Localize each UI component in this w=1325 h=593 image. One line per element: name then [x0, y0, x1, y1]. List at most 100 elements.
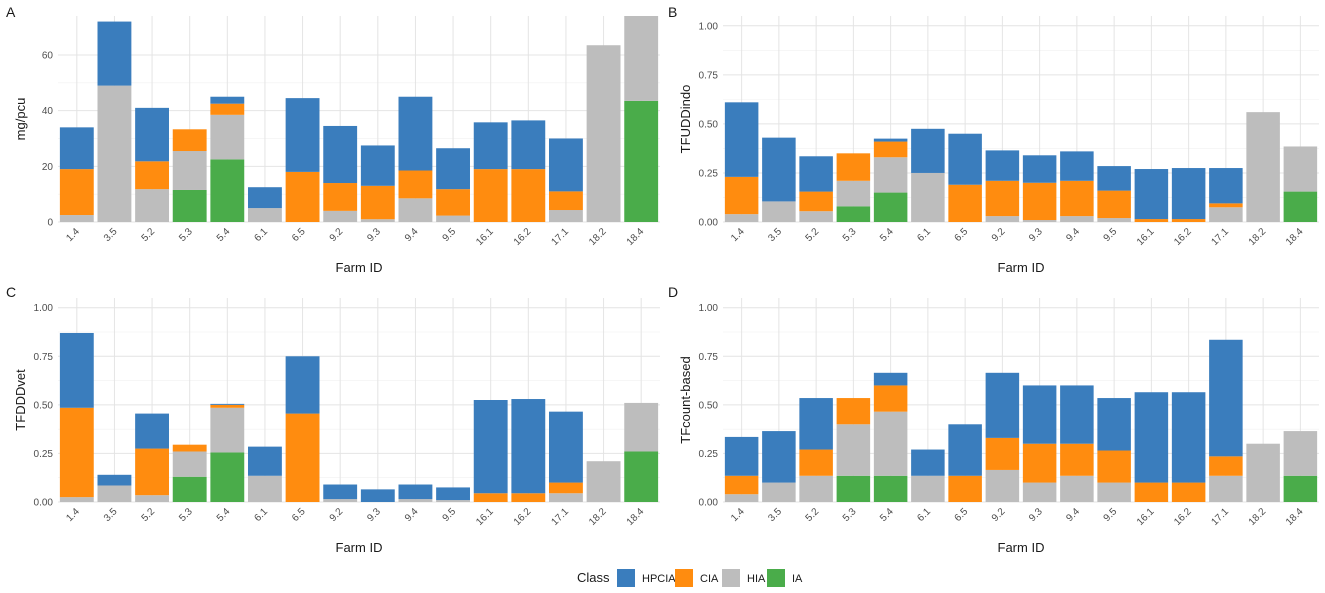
panel-d-bar-cia: [1209, 456, 1243, 476]
panel-d-bar-cia: [948, 475, 982, 502]
panel-b-xtick-label: 5.3: [841, 226, 859, 244]
panel-c-bar-hia: [248, 475, 282, 502]
panel-d-xtick-label: 1.4: [729, 506, 747, 524]
panel-d-bar-cia: [836, 398, 871, 425]
panel-b-bar-hia: [836, 180, 871, 207]
panel-a-xtick-label: 3.5: [102, 226, 120, 244]
panel-a-xtick-label: 5.4: [215, 226, 233, 244]
panel-a-xtick-label: 16.1: [474, 226, 496, 248]
panel-d-bar-hia: [1097, 482, 1131, 502]
panel-a-xtick-label: 18.4: [625, 226, 647, 248]
panel-c-bar-hia: [624, 402, 659, 452]
panel-d-bar-hpcia: [1097, 398, 1131, 451]
panel-d-xtick-label: 9.4: [1064, 506, 1082, 524]
panel-b-bar-hia: [873, 157, 908, 193]
panel-c-bar-hpcia: [210, 403, 245, 405]
panel-b-tag: B: [668, 4, 677, 20]
panel-d: 0.00 0.25 0.50 0.75 1.00 1.4 3.5 5.2 5.3 5.4 6.1 6.…: [668, 284, 1319, 555]
panel-a-bar-hia: [97, 85, 132, 222]
panel-b-bar-hia: [1097, 218, 1131, 222]
panel-b-bar-hpcia: [762, 137, 796, 202]
legend-label-ia: IA: [792, 573, 803, 585]
panel-a-bar-hia: [135, 189, 169, 222]
panel-c-xtick-label: 9.5: [441, 506, 459, 524]
panel-a-bar-cia: [210, 103, 245, 115]
panel-c-bar-hia: [436, 500, 470, 502]
panel-d-bar-hpcia: [911, 449, 945, 476]
panel-d-bar-cia: [873, 385, 908, 412]
legend-label-cia: CIA: [700, 573, 719, 585]
panel-c-bar-hpcia: [323, 484, 358, 500]
panel-b-bar-hia: [1209, 207, 1243, 222]
panel-b-bar-hpcia: [911, 128, 945, 173]
panel-a-xtick-label: 1.4: [64, 226, 82, 244]
panel-a-bar-ia: [624, 100, 659, 222]
panel-c-tag: C: [6, 284, 16, 300]
panel-b-bar-hpcia: [948, 133, 982, 185]
panel-a-bar-hia: [624, 16, 659, 101]
legend-swatch-cia: [675, 569, 693, 587]
panel-d-xtick-label: 6.5: [953, 506, 971, 524]
panel-c-bar-hpcia: [248, 446, 282, 476]
panel-c-bar-hia: [135, 495, 169, 502]
panel-b-bar-hia: [911, 172, 945, 222]
panel-b-xtick-label: 6.1: [915, 226, 933, 244]
panel-c-bar-cia: [285, 413, 320, 502]
panel-d-bar-hia: [1246, 443, 1280, 502]
panel-a-tag: A: [6, 4, 16, 20]
panel-d-bar-hpcia: [762, 431, 796, 483]
panel-c-bar-hpcia: [97, 474, 132, 486]
panel-a-bar-hpcia: [135, 107, 169, 162]
panel-c-bar-hia: [210, 407, 245, 453]
panel-d-xlabel: Farm ID: [998, 540, 1045, 555]
panel-d-ytick-label: 0.75: [699, 352, 719, 363]
panel-d-xtick-label: 16.1: [1135, 506, 1157, 528]
panel-c-xtick-label: 16.1: [474, 506, 496, 528]
panel-b-bar-cia: [948, 184, 982, 222]
panel-b-xtick-label: 18.2: [1247, 226, 1269, 248]
panel-b-xtick-label: 9.5: [1102, 226, 1120, 244]
panel-b-xtick-label: 9.4: [1064, 226, 1082, 244]
legend-swatch-ia: [767, 569, 785, 587]
panel-d-bar-cia: [1171, 482, 1206, 502]
panel-a-bar-hpcia: [473, 122, 508, 170]
panel-c: 0.00 0.25 0.50 0.75 1.00 1.4 3.5 5.2 5.3 5.4 6.1 6.…: [6, 284, 660, 555]
panel-b-bar-cia: [1134, 219, 1169, 222]
panel-c-bar-cia: [549, 482, 583, 494]
panel-a-bar-cia: [436, 189, 470, 216]
panel-c-bar-cia: [473, 493, 508, 502]
panel-b-bar-hia: [1060, 216, 1094, 222]
panel-d-ytick-label: 0.00: [699, 498, 719, 509]
panel-d-bar-ia: [1283, 475, 1318, 502]
panel-a-xtick-label: 5.2: [140, 226, 158, 244]
panel-a-bar-cia: [172, 129, 207, 152]
panel-b-bar-hpcia: [1209, 168, 1243, 204]
panel-d-ylabel: TFcount-based: [678, 356, 693, 443]
panel-d-bar-cia: [1134, 482, 1169, 502]
panel-d-xtick-label: 9.5: [1102, 506, 1120, 524]
panel-b-bar-hpcia: [1097, 166, 1131, 191]
panel-d-xtick-label: 5.4: [878, 506, 896, 524]
panel-a-xtick-label: 5.3: [177, 226, 195, 244]
panel-a-bar-hpcia: [436, 148, 470, 190]
panel-d-bar-cia: [1060, 443, 1094, 476]
panel-c-xtick-label: 5.2: [140, 506, 158, 524]
panel-c-ytick-label: 0.75: [34, 352, 54, 363]
panel-c-bar-hpcia: [360, 489, 395, 502]
panel-d-bar-hia: [911, 475, 945, 502]
panel-b-xtick-label: 16.2: [1172, 226, 1194, 248]
panel-a-bar-hpcia: [97, 21, 132, 86]
panel-c-ytick-label: 0.25: [34, 449, 54, 460]
panel-b-ytick-label: 1.00: [699, 21, 719, 32]
panel-a-xtick-label: 18.2: [587, 226, 609, 248]
panel-b-ylabel: TFUDDindo: [678, 85, 693, 154]
panel-d-bar-hpcia: [873, 372, 908, 386]
panel-a-bar-cia: [511, 169, 546, 222]
panel-c-xtick-label: 1.4: [64, 506, 82, 524]
panel-d-bar-hpcia: [985, 372, 1020, 438]
panel-a-bar-hia: [360, 219, 395, 222]
panel-b-bar-cia: [724, 176, 759, 215]
panel-d-bar-hpcia: [1022, 385, 1057, 444]
panel-c-bar-hpcia: [436, 487, 470, 501]
panels: 0 20 40 60 1.4 3.5 5.2 5.3 5.4 6.1 6.5 9.2 9.3 9.4 9.5…: [6, 4, 1319, 555]
